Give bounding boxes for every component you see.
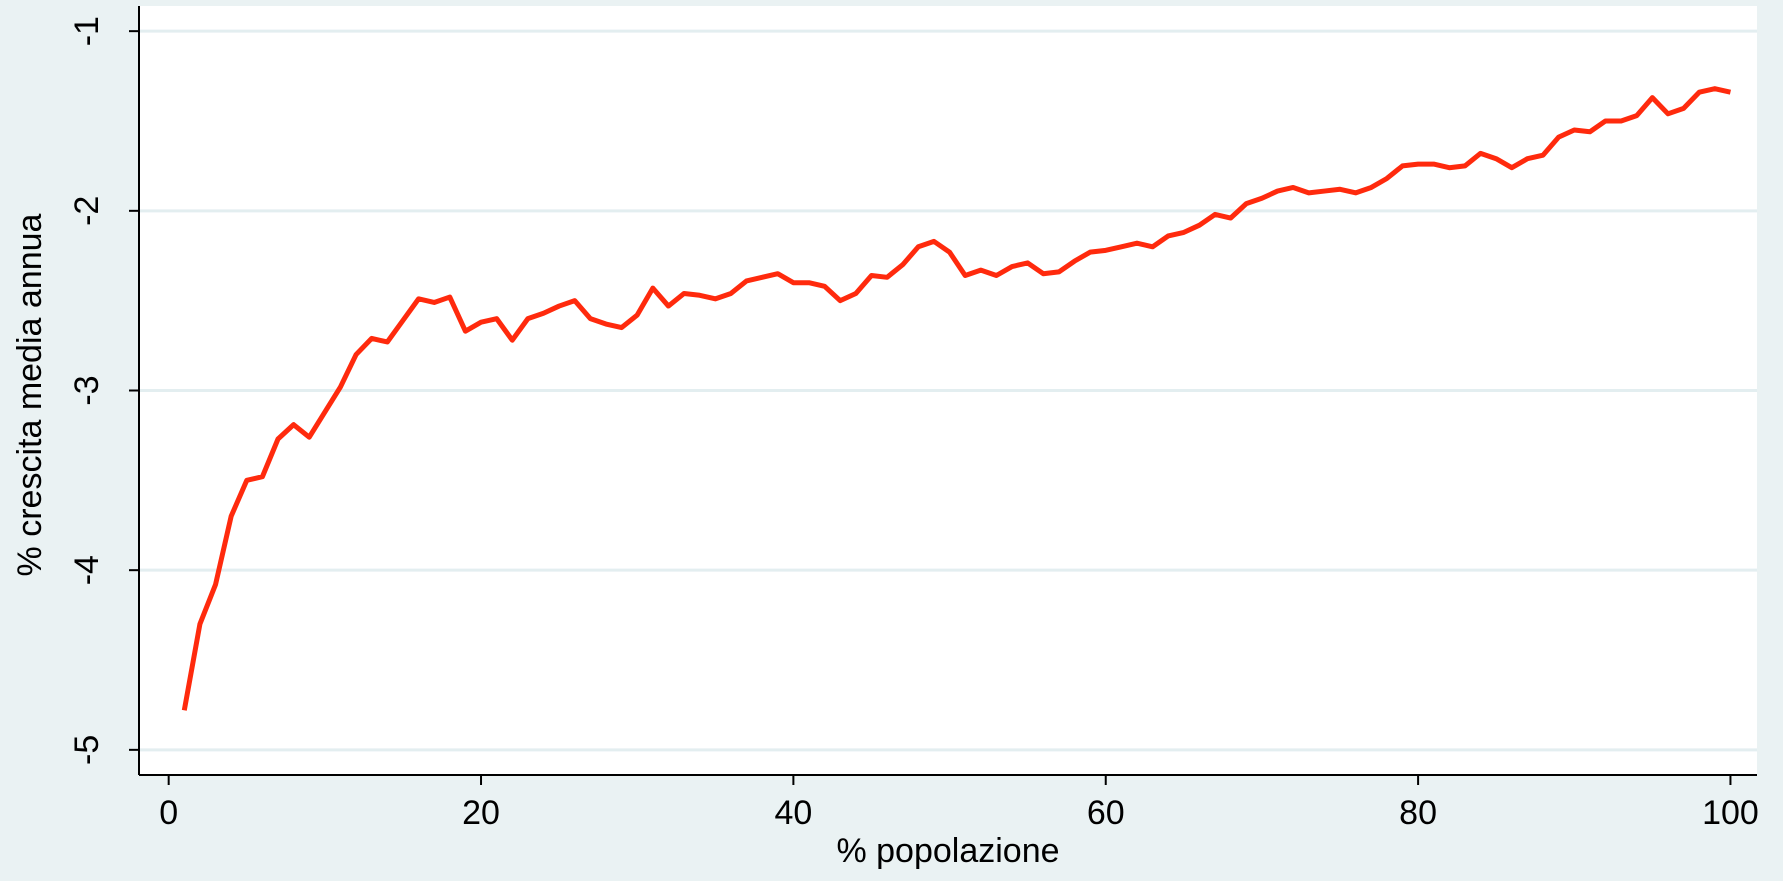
x-tick-label: 40 bbox=[774, 794, 812, 832]
x-tick-label: 100 bbox=[1702, 794, 1759, 832]
data-line bbox=[181, 86, 1732, 711]
y-tick-label: -2 bbox=[68, 196, 106, 226]
x-tick-label: 0 bbox=[159, 794, 178, 832]
y-axis-title: % crescita media annua bbox=[11, 213, 49, 576]
y-tick-label: -5 bbox=[68, 735, 106, 765]
x-tick-label: 60 bbox=[1087, 794, 1125, 832]
x-axis-title: % popolazione bbox=[836, 832, 1059, 870]
y-tick-label: -4 bbox=[68, 555, 106, 585]
x-tick-label: 20 bbox=[462, 794, 500, 832]
y-tick-label: -3 bbox=[68, 375, 106, 405]
x-tick-label: 80 bbox=[1399, 794, 1437, 832]
y-tick-label: -1 bbox=[68, 16, 106, 46]
